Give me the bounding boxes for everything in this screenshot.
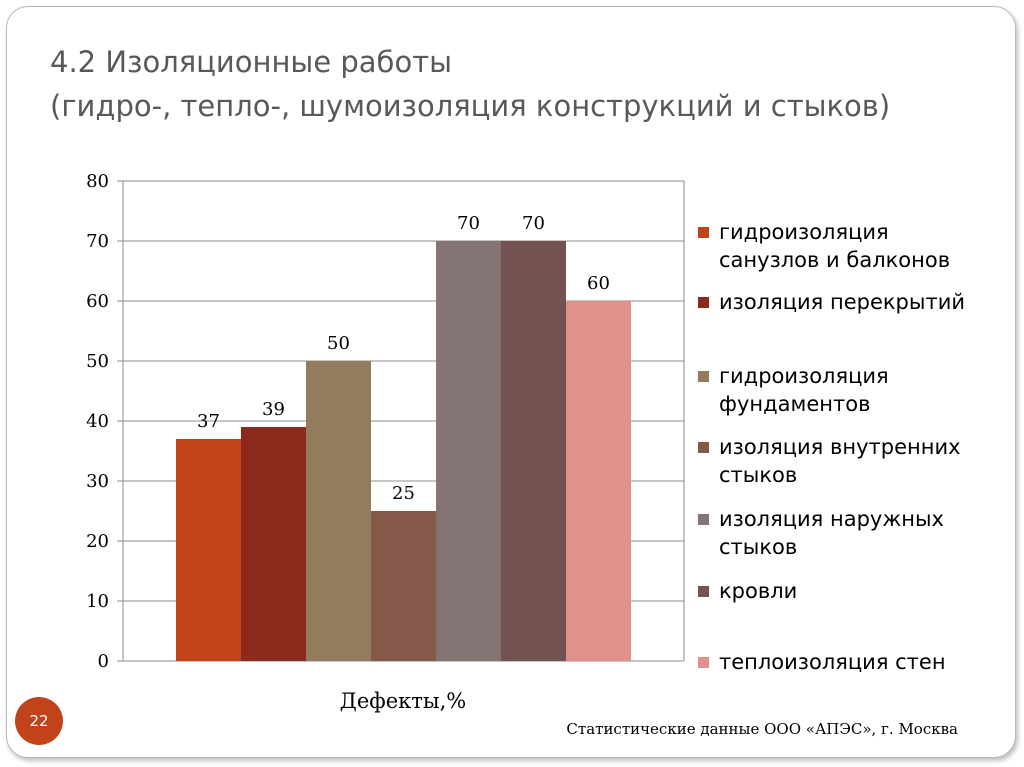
legend-label: изоляция наружных стыков <box>719 507 944 559</box>
legend-item: гидроизоляция санузлов и балконов <box>698 218 989 274</box>
legend-swatch <box>698 586 709 597</box>
y-tick-label: 60 <box>86 291 109 312</box>
legend-label: изоляция внутренних стыков <box>719 435 961 487</box>
page-number-badge: 22 <box>15 697 63 745</box>
data-label: 37 <box>197 411 220 432</box>
data-labels: 37 39 50 25 70 70 60 <box>197 213 610 504</box>
y-tick-label: 40 <box>86 411 109 432</box>
title-line-1: 4.2 Изоляционные работы <box>50 45 452 79</box>
data-label: 70 <box>457 213 480 234</box>
legend-item: гидроизоляция фундаментов <box>698 362 989 418</box>
legend-item: кровли <box>698 577 989 605</box>
legend-label: изоляция перекрытий <box>719 290 965 314</box>
bar-2 <box>241 427 306 661</box>
legend-swatch <box>698 371 709 382</box>
y-tick-label: 10 <box>86 591 109 612</box>
y-tick-label: 20 <box>86 531 109 552</box>
source-note: Статистические данные ООО «АПЭС», г. Мос… <box>566 720 958 738</box>
bar-6 <box>501 241 566 661</box>
legend-label: теплоизоляция стен <box>719 650 946 674</box>
y-tick-label: 50 <box>86 351 109 372</box>
legend-swatch <box>698 297 709 308</box>
title-line-2: (гидро-, тепло-, шумоизоляция конструкци… <box>50 89 891 123</box>
legend-swatch <box>698 657 709 668</box>
legend-label: кровли <box>719 579 798 603</box>
data-label: 50 <box>327 333 350 354</box>
data-label: 70 <box>522 213 545 234</box>
legend-item: теплоизоляция стен <box>698 648 989 676</box>
data-label: 39 <box>262 399 285 420</box>
legend-label: гидроизоляция санузлов и балконов <box>719 220 951 272</box>
data-label: 25 <box>392 483 415 504</box>
y-tick-label: 70 <box>86 231 109 252</box>
bar-7 <box>566 301 631 661</box>
y-axis-ticks: 0 10 20 30 40 50 60 70 80 <box>86 171 123 672</box>
y-tick-label: 0 <box>98 651 109 672</box>
legend-item: изоляция внутренних стыков <box>698 433 989 489</box>
y-tick-label: 30 <box>86 471 109 492</box>
bar-4 <box>371 511 436 661</box>
legend-swatch <box>698 227 709 238</box>
x-axis-label: Дефекты,% <box>340 689 466 713</box>
bars <box>176 241 631 661</box>
legend-item: изоляция перекрытий <box>698 288 989 316</box>
legend-swatch <box>698 442 709 453</box>
bar-5 <box>436 241 501 661</box>
data-label: 60 <box>587 273 610 294</box>
y-tick-label: 80 <box>86 171 109 192</box>
legend-label: гидроизоляция фундаментов <box>719 364 889 416</box>
bar-3 <box>306 361 371 661</box>
slide-title: 4.2 Изоляционные работы (гидро-, тепло-,… <box>50 40 990 128</box>
legend-swatch <box>698 514 709 525</box>
bar-1 <box>176 439 241 661</box>
legend-item: изоляция наружных стыков <box>698 505 989 561</box>
